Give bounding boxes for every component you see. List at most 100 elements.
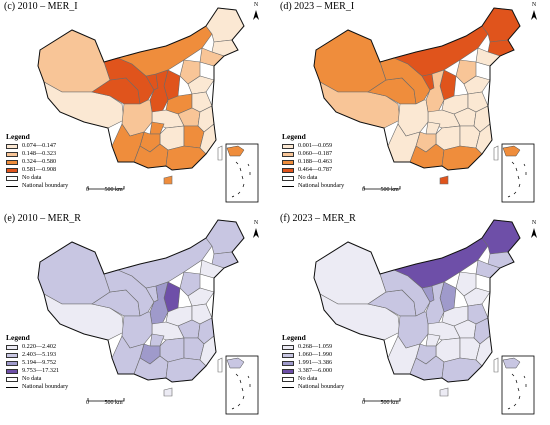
scale-bar: 0 500 km: [362, 187, 399, 193]
scale-label: 500 km: [380, 400, 399, 406]
scale-zero: 0: [362, 400, 365, 406]
legend-boundary: National boundary: [282, 183, 344, 191]
scale-bar-line: [87, 186, 125, 190]
national-boundary: [313, 7, 521, 171]
legend-item: 5.194—9.752: [6, 360, 68, 368]
legend-item: 9.753—17.321: [6, 368, 68, 376]
legend-title: Legend: [6, 132, 30, 141]
legend-boundary: National boundary: [6, 183, 68, 191]
legend-label: 0.324—0.580: [22, 158, 57, 166]
province-heilongjiang: [205, 219, 245, 255]
boundary-line-icon: [282, 186, 294, 187]
province-guangdong: [165, 145, 207, 171]
north-arrow-shape: [253, 10, 259, 20]
legend-no-data: No data: [6, 376, 68, 384]
province-taiwan: [217, 145, 223, 161]
north-arrow-shape: [531, 228, 537, 238]
legend-label: 0.188—0.463: [298, 158, 333, 166]
legend-swatch: [6, 143, 18, 150]
legend-label: No data: [298, 375, 318, 383]
legend-item: 0.268—1.059: [282, 344, 344, 352]
inset-coast: [226, 145, 245, 157]
legend-label: 0.060—0.187: [298, 150, 333, 158]
north-arrow-shape: [531, 10, 537, 20]
legend-item: 0.074—0.147: [6, 143, 68, 151]
legend-swatch: [6, 159, 18, 166]
scale-bar: 0 500 km: [86, 400, 123, 406]
legend-swatch: [6, 167, 18, 174]
north-arrow-shape: [253, 228, 259, 238]
north-label: N: [253, 220, 259, 226]
scale-label: 500 km: [104, 187, 123, 193]
legend-label: 0.268—1.059: [298, 343, 333, 351]
legend-no-data: No data: [282, 175, 344, 183]
legend-no-data: No data: [282, 376, 344, 384]
legend-item: 0.060—0.187: [282, 151, 344, 159]
legend-label: 1.991—3.386: [298, 359, 333, 367]
legend: Legend 0.220—2.402 2.403—5.193 5.194—9.7…: [6, 334, 68, 392]
province-taiwan: [493, 145, 499, 161]
boundary-line-icon: [6, 387, 18, 388]
legend-label: 9.753—17.321: [22, 367, 60, 375]
legend-boundary: National boundary: [282, 384, 344, 392]
province-guangdong: [165, 357, 207, 383]
north-label: N: [253, 2, 259, 8]
province-heilongjiang: [481, 7, 521, 43]
legend-label: 0.220—2.402: [22, 343, 57, 351]
inset-nine-dash-line: [507, 373, 527, 410]
scale-zero: 0: [86, 187, 89, 193]
boundary-line-icon: [282, 387, 294, 388]
scale-zero: 0: [86, 400, 89, 406]
panel-title: (c) 2010 – MER_I: [4, 1, 78, 12]
scale-label: 500 km: [380, 187, 399, 193]
legend-title: Legend: [282, 132, 306, 141]
inset-nine-dash-line: [507, 161, 527, 198]
north-arrow-icon: N: [528, 220, 540, 226]
map-f: [313, 219, 537, 415]
province-guangdong: [441, 145, 483, 171]
province-hainan: [163, 387, 173, 397]
legend-label: National boundary: [22, 182, 69, 190]
scale-bar-line: [363, 186, 401, 190]
map-e: [37, 219, 259, 415]
province-shandong: [463, 75, 491, 95]
inset-nine-dash-line: [231, 373, 251, 410]
legend-swatch: [282, 344, 294, 351]
panel-e: (e) 2010 – MER_R N Legend 0.220—2.402 2.…: [0, 212, 272, 422]
legend-swatch: [6, 344, 18, 351]
north-label: N: [531, 220, 537, 226]
province-xinjiang: [313, 241, 387, 305]
legend-item: 0.001—0.059: [282, 143, 344, 151]
legend-label: 0.148—0.323: [22, 150, 57, 158]
legend-swatch: [282, 352, 294, 359]
panel-title: (d) 2023 – MER_I: [280, 1, 355, 12]
province-hainan: [439, 387, 449, 397]
legend: Legend 0.001—0.059 0.060—0.187 0.188—0.4…: [282, 133, 344, 191]
legend-swatch-no-data: [6, 175, 18, 182]
scale-label: 500 km: [104, 400, 123, 406]
legend-item: 2.403—5.193: [6, 352, 68, 360]
panel-c: (c) 2010 – MER_I N Legend 0.074—0.147 0.…: [0, 0, 272, 210]
legend-label: 5.194—9.752: [22, 359, 57, 367]
legend-item: 0.148—0.323: [6, 151, 68, 159]
scale-zero: 0: [362, 187, 365, 193]
province-taiwan: [217, 357, 223, 373]
legend-label: 0.001—0.059: [298, 142, 333, 150]
legend: Legend 0.268—1.059 1.060—1.990 1.991—3.3…: [282, 334, 344, 392]
legend-label: 2.403—5.193: [22, 351, 57, 359]
legend-swatch: [282, 167, 294, 174]
panel-title: (e) 2010 – MER_R: [4, 213, 81, 224]
province-shandong: [463, 287, 491, 307]
legend-swatch: [6, 352, 18, 359]
legend-title: Legend: [6, 333, 30, 342]
national-boundary: [37, 7, 245, 171]
legend-item: 1.060—1.990: [282, 352, 344, 360]
legend-item: 0.188—0.463: [282, 159, 344, 167]
legend-label: No data: [298, 174, 318, 182]
province-xinjiang: [37, 241, 111, 305]
panel-title: (f) 2023 – MER_R: [280, 213, 356, 224]
legend-swatch: [282, 151, 294, 158]
legend-swatch-no-data: [282, 376, 294, 383]
panel-f: (f) 2023 – MER_R N Legend 0.268—1.059 1.…: [276, 212, 548, 422]
legend: Legend 0.074—0.147 0.148—0.323 0.324—0.5…: [6, 133, 68, 191]
